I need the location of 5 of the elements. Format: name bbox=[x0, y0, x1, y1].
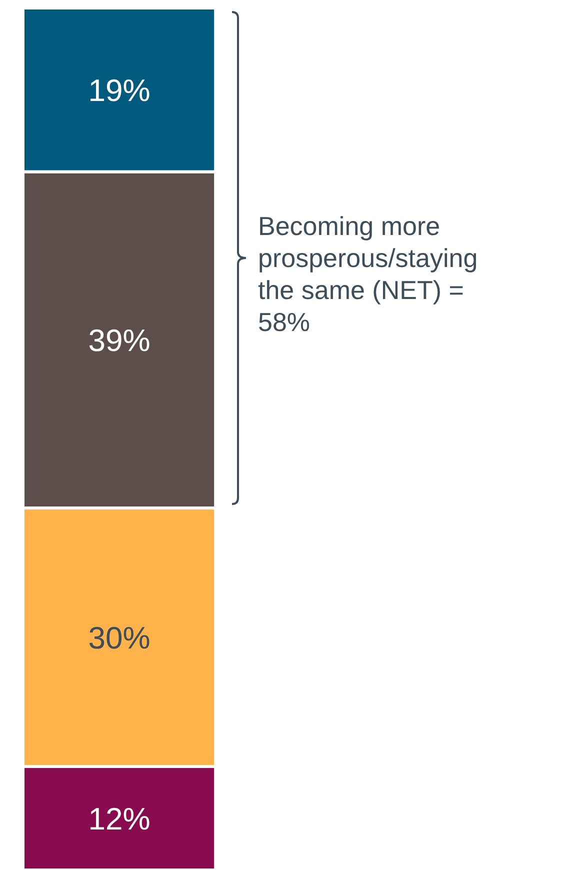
text: Becoming more prosperous/staying the same (NET) = 58% bbox=[258, 210, 479, 338]
data-label: 39% bbox=[88, 322, 150, 358]
data-label: 19% bbox=[88, 72, 150, 108]
data-label: 12% bbox=[88, 801, 150, 836]
data-label: 30% bbox=[88, 620, 150, 656]
